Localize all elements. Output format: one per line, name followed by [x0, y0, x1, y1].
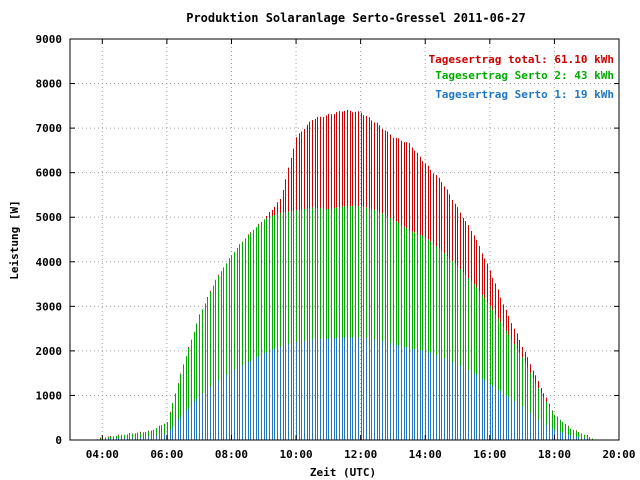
y-tick-label: 3000 — [36, 300, 63, 313]
y-tick-label: 4000 — [36, 256, 63, 269]
x-tick-label: 14:00 — [409, 448, 442, 461]
y-tick-label: 2000 — [36, 345, 63, 358]
y-tick-label: 7000 — [36, 122, 63, 135]
x-tick-label: 08:00 — [215, 448, 248, 461]
legend-serto-1: Tagesertrag Serto 1: 19 kWh — [435, 88, 614, 101]
plot-frame — [69, 38, 620, 441]
x-tick-label: 04:00 — [86, 448, 119, 461]
x-tick-label: 16:00 — [473, 448, 506, 461]
x-tick-label: 10:00 — [279, 448, 312, 461]
axis-ticks: 0 1000 2000 3000 4000 5000 6000 7000 8000 9000 04:… — [36, 33, 636, 461]
y-axis-label: Leistung [W] — [8, 200, 21, 279]
y-tick-label: 5000 — [36, 211, 63, 224]
y-tick-label: 9000 — [36, 33, 63, 46]
x-tick-label: 20:00 — [602, 448, 635, 461]
y-tick-label: 8000 — [36, 78, 63, 91]
bars — [97, 109, 596, 440]
legend-total: Tagesertrag total: 61.10 kWh — [429, 53, 614, 66]
y-tick-label: 1000 — [36, 389, 63, 402]
x-axis-label: Zeit (UTC) — [310, 466, 376, 479]
y-tick-label: 0 — [55, 434, 62, 447]
chart-title: Produktion Solaranlage Serto-Gressel 201… — [186, 11, 526, 25]
x-tick-label: 06:00 — [150, 448, 183, 461]
x-tick-label: 12:00 — [344, 448, 377, 461]
y-tick-label: 6000 — [36, 167, 63, 180]
x-tick-label: 18:00 — [538, 448, 571, 461]
legend: Tagesertrag total: 61.10 kWh Tagesertrag… — [429, 53, 614, 101]
legend-serto-2: Tagesertrag Serto 2: 43 kWh — [435, 69, 614, 82]
